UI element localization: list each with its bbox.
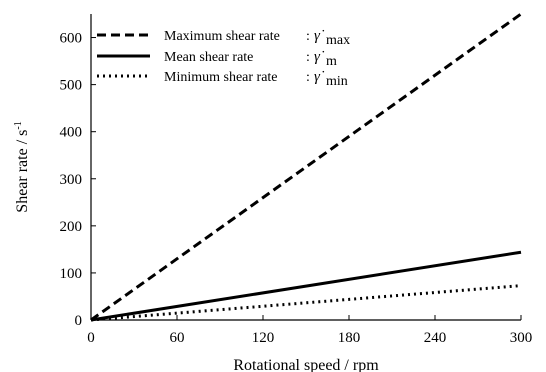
series-layer (90, 12, 522, 322)
legend-symbol-m: γ̇ (314, 49, 325, 65)
series-line-min (90, 284, 522, 322)
x-tick-label: 300 (510, 330, 533, 346)
legend-colon: : (306, 29, 310, 44)
y-axis-title-superscript: -1 (13, 121, 24, 129)
y-tick-label: 100 (60, 266, 83, 282)
series-line-m (90, 250, 522, 322)
legend-symbol-max: γ̇ (314, 28, 325, 44)
y-tick-label: 500 (60, 78, 83, 94)
x-tick-label: 240 (424, 330, 447, 346)
x-tick-label: 60 (170, 330, 185, 346)
y-axis-title: Shear rate / s-1 (13, 121, 31, 212)
legend-colon: : (306, 50, 310, 65)
y-tick-label: 400 (60, 125, 83, 141)
legend-label-max: Maximum shear rate (164, 29, 280, 44)
legend-colon: : (306, 70, 310, 85)
x-tick-label: 0 (87, 330, 95, 346)
y-tick-label: 300 (60, 172, 83, 188)
legend-label-min: Minimum shear rate (164, 70, 278, 85)
x-tick-label: 120 (252, 330, 275, 346)
ticks: 0 60 120 180 240 300 0 100 200 300 400 500 600 (60, 31, 533, 346)
y-axis-title-text: Shear rate / s (14, 130, 31, 213)
legend-label-m: Mean shear rate (164, 50, 253, 65)
y-tick-label: 0 (75, 313, 83, 329)
legend-subscript-min: min (326, 74, 348, 89)
legend-symbol-min: γ̇ (314, 69, 325, 85)
series-line-max (90, 12, 522, 322)
legend-subscript-m: m (326, 54, 337, 69)
legend-subscript-max: max (326, 33, 350, 48)
x-axis-title: Rotational speed / rpm (233, 357, 379, 372)
y-tick-label: 600 (60, 31, 83, 47)
x-tick-label: 180 (338, 330, 361, 346)
axes (90, 14, 521, 321)
y-tick-label: 200 (60, 219, 83, 235)
